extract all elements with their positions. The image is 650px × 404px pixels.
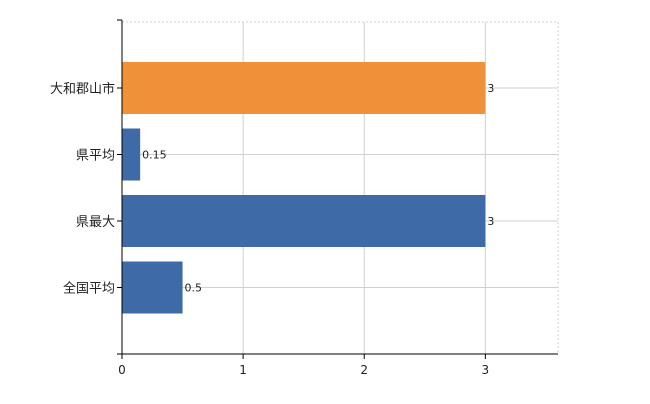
bar-2 (122, 195, 486, 247)
y-tick-label-2: 県最大 (76, 215, 115, 230)
x-tick-label-3: 3 (482, 363, 490, 377)
data-label-3: 0.5 (185, 282, 203, 295)
data-label-1: 0.15 (142, 149, 167, 162)
bars-layer (122, 62, 486, 314)
data-label-2: 3 (487, 215, 494, 228)
x-tick-label-1: 1 (239, 363, 247, 377)
y-tick-label-1: 県平均 (76, 149, 115, 164)
bar-0 (122, 62, 486, 114)
data-label-0: 3 (487, 82, 494, 95)
bar-3 (122, 261, 183, 314)
x-tick-label-2: 2 (360, 363, 368, 377)
y-tick-label-0: 大和郡山市 (50, 81, 115, 97)
y-tick-label-3: 全国平均 (63, 281, 115, 297)
x-tick-label-0: 0 (118, 363, 126, 377)
bar-1 (122, 128, 141, 181)
data-labels-layer: 3 0.15 3 0.5 (142, 82, 494, 295)
